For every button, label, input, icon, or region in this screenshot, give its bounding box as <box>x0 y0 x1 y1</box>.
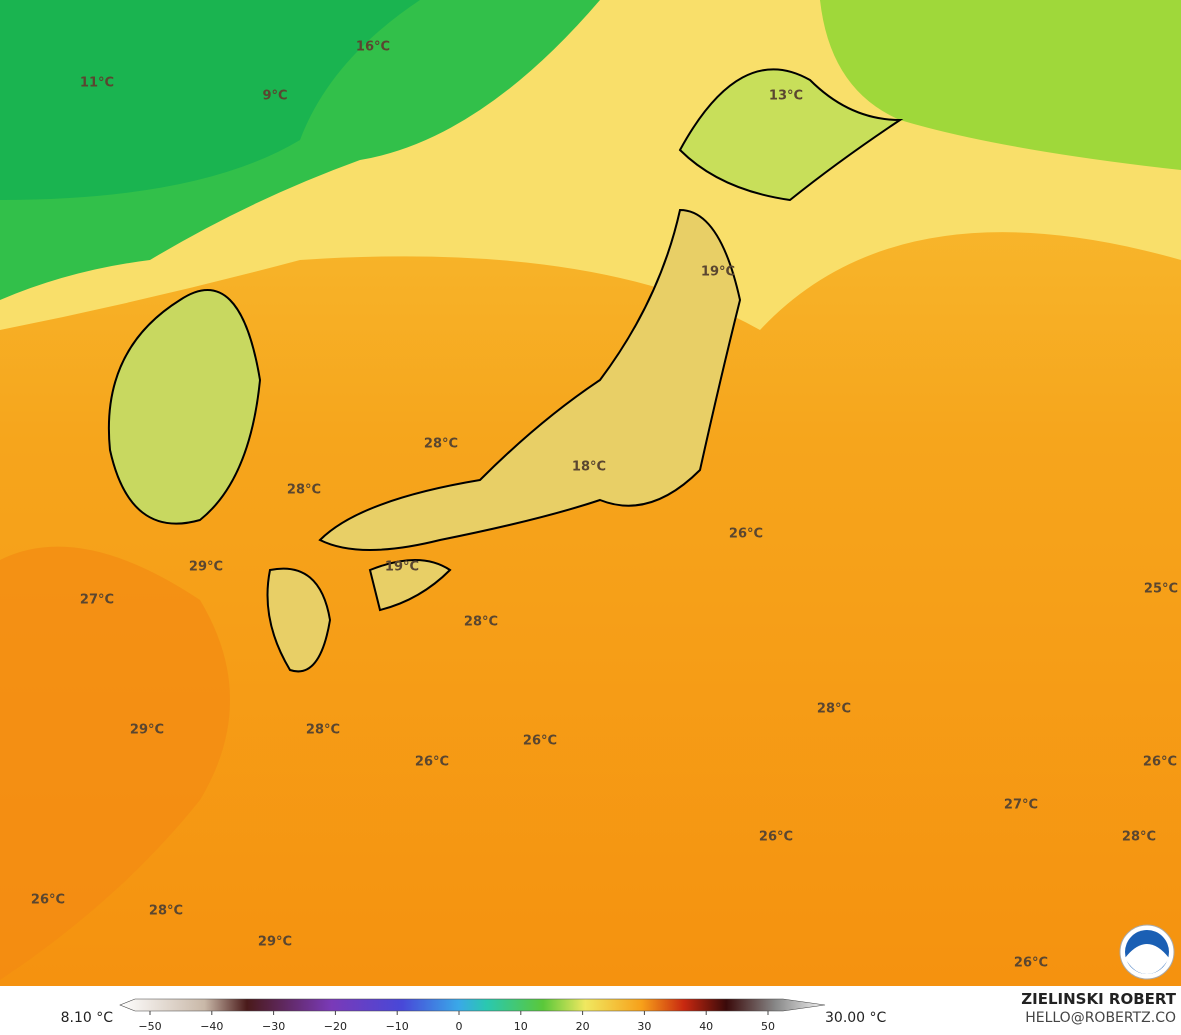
temperature-label: 26°C <box>31 893 65 908</box>
tick-label: 50 <box>761 1020 775 1033</box>
tick-label: 30 <box>637 1020 651 1033</box>
tick-label: −10 <box>386 1020 409 1033</box>
temperature-label: 9°C <box>262 89 287 104</box>
temperature-label: 26°C <box>415 755 449 770</box>
tick-label: −30 <box>262 1020 285 1033</box>
noaa-logo <box>1119 924 1175 980</box>
temperature-label: 28°C <box>464 615 498 630</box>
temperature-label: 26°C <box>1014 956 1048 971</box>
temperature-label: 26°C <box>1143 755 1177 770</box>
temperature-label: 27°C <box>1004 798 1038 813</box>
temperature-label: 16°C <box>356 40 390 55</box>
temperature-label: 25°C <box>1144 582 1178 597</box>
tick-label: −40 <box>200 1020 223 1033</box>
credit-name: ZIELINSKI ROBERT <box>1021 990 1176 1008</box>
temperature-label: 29°C <box>189 560 223 575</box>
max-label: 30.00 °C <box>825 1010 887 1026</box>
temperature-label: 28°C <box>149 904 183 919</box>
temperature-label: 13°C <box>769 89 803 104</box>
credit-email: HELLO@ROBERTZ.CO <box>1025 1010 1176 1026</box>
temperature-label: 28°C <box>424 437 458 452</box>
tick-label: 10 <box>514 1020 528 1033</box>
temperature-label: 26°C <box>523 734 557 749</box>
temperature-label: 27°C <box>80 593 114 608</box>
temperature-label: 29°C <box>258 935 292 950</box>
temperature-label: 18°C <box>572 460 606 475</box>
tick-label: 20 <box>576 1020 590 1033</box>
temperature-label: 11°C <box>80 76 114 91</box>
temperature-label: 26°C <box>759 830 793 845</box>
tick-label: 40 <box>699 1020 713 1033</box>
tick-label: 0 <box>456 1020 463 1033</box>
colorbar-ticks: −50 −40 −30 −20 −10 0 10 20 30 40 50 <box>138 1011 775 1033</box>
colorbar <box>119 998 826 1012</box>
temperature-label: 19°C <box>701 265 735 280</box>
temperature-label: 28°C <box>306 723 340 738</box>
temperature-label: 19°C <box>385 560 419 575</box>
temperature-label: 28°C <box>287 483 321 498</box>
map-background <box>0 0 1181 986</box>
min-label: 8.10 °C <box>61 1010 114 1026</box>
temperature-label: 26°C <box>729 527 763 542</box>
tick-label: −20 <box>324 1020 347 1033</box>
temperature-labels: 16°C 11°C 9°C 13°C 19°C 28°C 18°C 28°C 26°C 29°C 1… <box>31 40 1178 971</box>
temperature-label: 28°C <box>817 702 851 717</box>
temperature-label: 29°C <box>130 723 164 738</box>
tick-label: −50 <box>138 1020 161 1033</box>
temperature-label: 28°C <box>1122 830 1156 845</box>
